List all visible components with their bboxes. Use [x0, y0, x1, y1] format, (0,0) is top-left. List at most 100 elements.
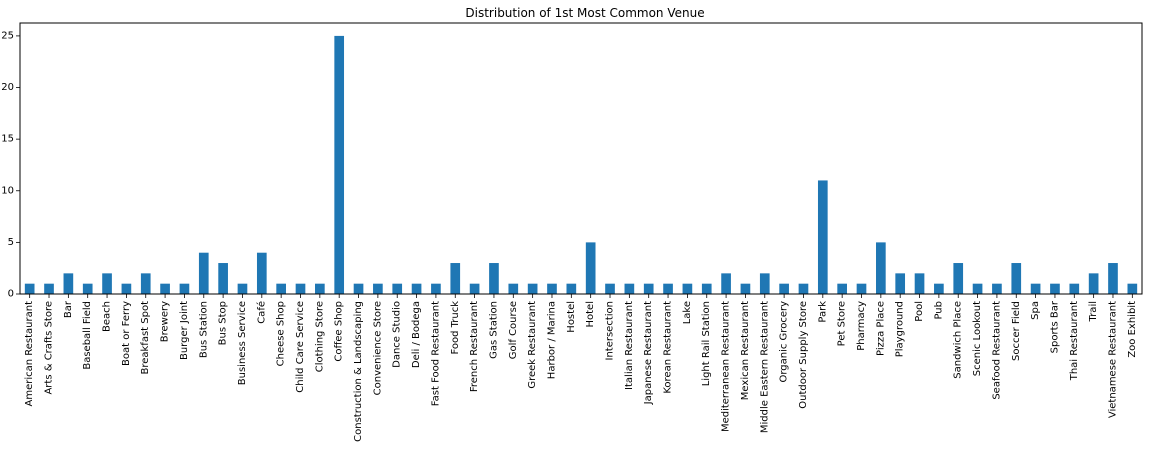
bar	[102, 273, 112, 294]
x-tick-label: Sandwich Place	[953, 301, 964, 379]
bar	[817, 180, 828, 294]
bar	[334, 35, 345, 295]
plot-frame	[19, 22, 1143, 295]
x-tick-label: Convenience Store	[372, 301, 383, 395]
bar	[914, 273, 925, 294]
x-tick-label: Greek Restaurant	[527, 301, 538, 389]
bar	[431, 283, 441, 294]
bar	[373, 283, 383, 294]
x-tick-label: Pharmacy	[856, 301, 867, 351]
bar	[237, 283, 248, 294]
x-tick-label: Light Rail Station	[701, 301, 712, 386]
x-tick-label: Burger Joint	[179, 301, 190, 360]
bar	[527, 283, 538, 294]
bar	[972, 283, 983, 294]
y-tick-label: 5	[8, 237, 14, 248]
x-tick-label: Pool	[914, 301, 925, 322]
bar	[953, 263, 964, 294]
x-tick-label: Food Truck	[450, 301, 461, 355]
x-tick-label: Spa	[1030, 301, 1041, 320]
bar	[508, 283, 519, 294]
x-tick-label: Middle Eastern Restaurant	[759, 301, 770, 433]
bar	[798, 283, 809, 294]
x-tick-label: Brewery	[160, 301, 171, 342]
x-tick-label: Café	[255, 301, 267, 324]
bar	[1108, 263, 1118, 294]
x-tick-label: Deli / Bodega	[411, 301, 422, 368]
x-tick-label: Sports Bar	[1049, 300, 1060, 353]
bar	[837, 283, 847, 294]
bar	[1011, 263, 1022, 294]
x-tick-label: French Restaurant	[469, 301, 480, 392]
bar	[450, 263, 461, 294]
x-tick-label: Child Care Service	[295, 301, 306, 393]
y-tick-label: 15	[1, 134, 14, 145]
bar	[992, 283, 1002, 294]
x-tick-label: Bar	[63, 300, 74, 318]
x-tick-label: Organic Grocery	[779, 301, 790, 383]
bar	[1030, 283, 1041, 294]
x-tick-label: Fast Food Restaurant	[430, 301, 441, 406]
x-tick-label: Outdoor Supply Store	[798, 301, 809, 409]
bar	[585, 242, 596, 294]
y-tick-label: 0	[8, 289, 14, 300]
x-tick-label: Harbor / Marina	[546, 301, 557, 379]
bar	[605, 283, 615, 294]
x-tick-label: Golf Course	[508, 301, 519, 359]
x-tick-label: Cheese Shop	[276, 301, 287, 366]
y-tick-label: 25	[1, 30, 14, 41]
x-tick-label: Trail	[1088, 301, 1099, 322]
bar	[392, 283, 403, 294]
bar	[44, 283, 54, 294]
x-tick-label: Mediterranean Restaurant	[721, 301, 732, 432]
bar	[469, 283, 480, 294]
bar	[276, 283, 286, 294]
bar	[895, 273, 906, 294]
bar	[779, 283, 789, 294]
bar	[643, 283, 654, 294]
bar	[24, 283, 35, 294]
y-tick-label: 10	[1, 185, 14, 196]
x-tick-label: Construction & Landscaping	[353, 301, 364, 442]
x-tick-label: Hostel	[566, 301, 577, 333]
bar	[663, 283, 673, 294]
bars-group	[24, 35, 1138, 295]
bar	[411, 283, 422, 294]
x-tick-label: Pizza Place	[875, 301, 886, 356]
x-axis: American Restaurant Arts & Crafts Store Ba…	[24, 294, 1138, 442]
x-tick-label: Arts & Crafts Store	[44, 301, 55, 395]
x-tick-label: Hotel	[585, 301, 596, 328]
x-tick-label: Beach	[102, 301, 113, 332]
x-tick-label: Gas Station	[488, 301, 499, 359]
bar	[624, 283, 635, 294]
bar	[682, 283, 693, 294]
bar	[218, 263, 228, 294]
x-tick-label: Korean Restaurant	[663, 301, 674, 394]
bar	[876, 242, 886, 294]
bar	[179, 283, 190, 294]
bar	[566, 283, 577, 294]
x-tick-label: Bus Stop	[218, 301, 229, 345]
bar	[82, 283, 93, 294]
bar	[1088, 273, 1099, 294]
bar	[701, 283, 712, 294]
bar	[160, 283, 170, 294]
bar	[295, 283, 306, 294]
x-tick-label: Soccer Field	[1011, 301, 1022, 361]
bar	[198, 252, 209, 294]
x-tick-label: Bus Station	[198, 301, 209, 358]
x-tick-label: Mexican Restaurant	[740, 301, 751, 400]
bar	[1069, 283, 1080, 294]
x-tick-label: Seafood Restaurant	[991, 301, 1002, 400]
bar	[489, 263, 499, 294]
x-tick-label: Park	[817, 301, 828, 323]
x-tick-label: Thai Restaurant	[1069, 301, 1080, 381]
bar	[759, 273, 770, 294]
bar	[856, 283, 867, 294]
x-tick-label: American Restaurant	[24, 301, 35, 407]
x-tick-label: Japanese Restaurant	[643, 301, 654, 405]
bar	[121, 283, 132, 294]
x-tick-label: Intersection	[605, 301, 616, 361]
